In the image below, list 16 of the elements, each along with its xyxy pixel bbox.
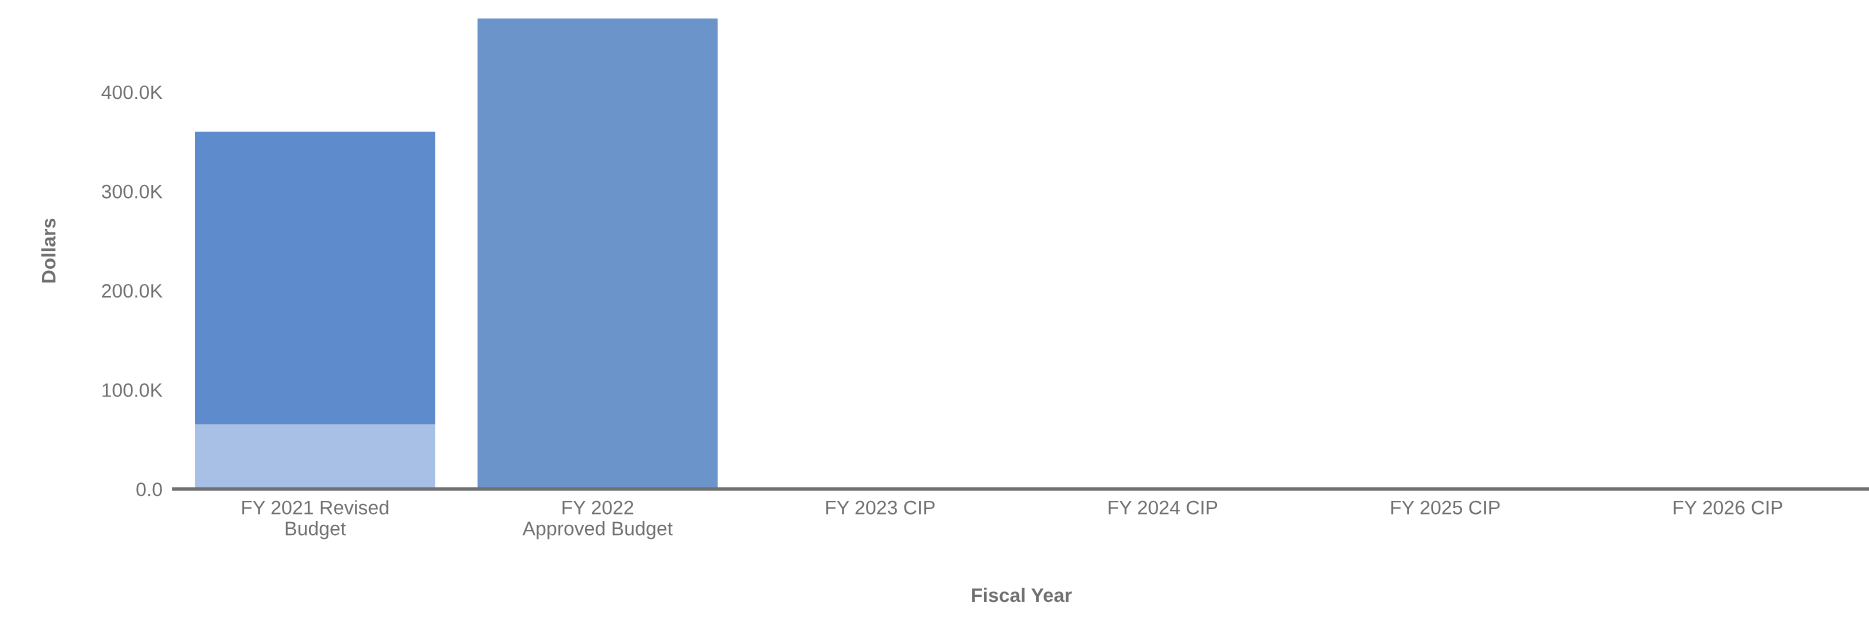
y-tick-label: 400.0K: [101, 85, 163, 100]
y-tick-label: 300.0K: [101, 184, 163, 199]
y-axis-title: Dollars: [41, 218, 56, 283]
bar: [477, 18, 718, 490]
x-tick-label: FY 2021 Revised Budget: [242, 500, 389, 540]
x-tick-label: FY 2023 CIP: [826, 500, 935, 515]
bar: [195, 424, 436, 490]
x-tick-label: FY 2024 CIP: [1108, 500, 1218, 515]
y-tick-label: 200.0K: [102, 283, 163, 298]
y-tick-label: 0.0: [136, 482, 162, 497]
x-axis-title: Fiscal Year: [972, 587, 1072, 603]
x-tick-label: FY 2022 Approved Budget: [522, 500, 673, 540]
x-tick-label: FY 2025 CIP: [1391, 500, 1500, 515]
bar: [195, 131, 436, 425]
x-tick-label: FY 2026 CIP: [1673, 500, 1783, 515]
y-tick-label: 100.0K: [102, 383, 163, 398]
